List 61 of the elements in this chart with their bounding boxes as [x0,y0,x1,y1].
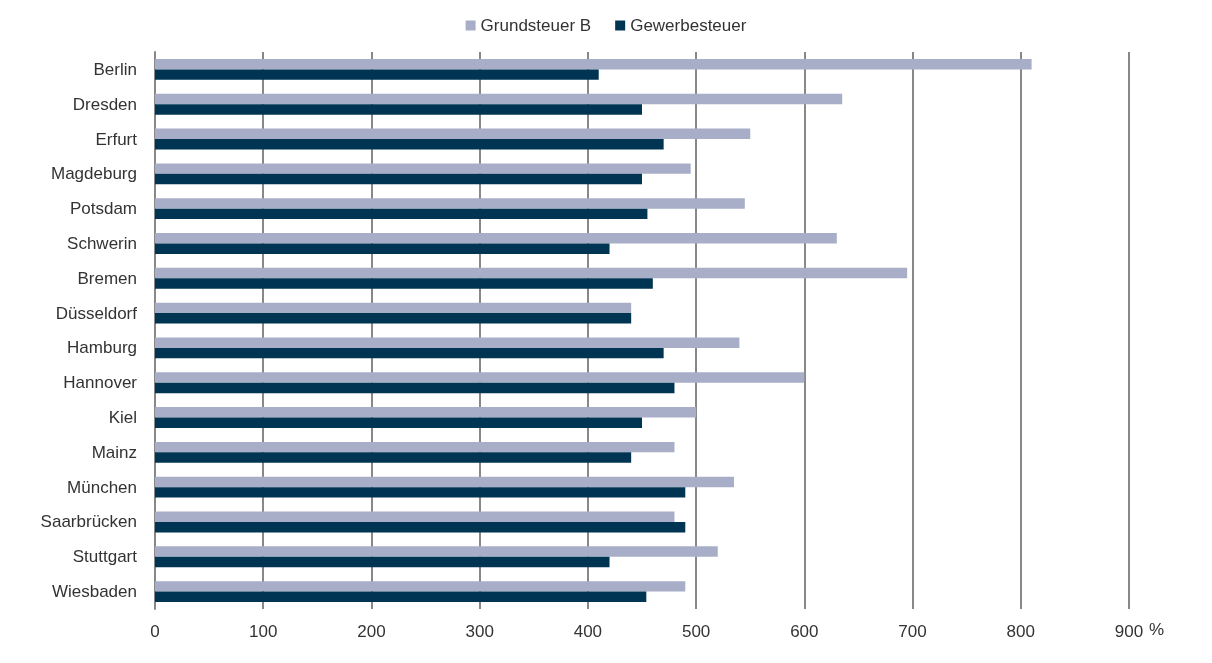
bar [155,591,647,603]
x-tick-label: 900 [1114,622,1144,641]
x-tick-label: 600 [790,622,819,641]
bar [155,208,648,220]
y-tick-label: Hamburg [67,338,137,358]
bar [155,313,632,324]
bar [155,243,610,254]
legend-label: Grundsteuer B [480,16,592,35]
x-axis-title: % [1149,620,1165,639]
y-tick-label: Potsdam [69,199,137,219]
bar [155,372,805,383]
bar [155,104,642,115]
bar [155,267,908,279]
y-tick-label: München [67,477,137,497]
bar [155,521,686,533]
y-tick-label: Magdeburg [50,164,137,184]
bar [155,198,745,209]
y-tick-label: Erfurt [95,129,138,149]
bar [155,476,734,488]
bar [155,302,632,314]
bar [155,511,675,522]
bar [155,417,642,428]
bar [155,93,843,105]
x-tick-label: 700 [898,622,927,641]
y-tick-label: Wiesbaden [51,582,137,602]
y-tick-label: Hannover [63,373,138,393]
bar [155,128,751,140]
bar [155,407,697,418]
x-tick-label: 500 [681,622,711,641]
y-tick-label: Saarbrücken [40,512,137,532]
y-tick-label: Kiel [108,408,137,428]
bar [155,487,686,498]
bar [155,233,837,244]
y-tick-label: Bremen [77,268,137,288]
x-tick-label: 400 [573,622,603,641]
bar [155,173,642,185]
y-tick-label: Mainz [91,442,137,462]
bar [155,163,691,174]
bar [155,139,664,150]
bar [155,382,675,394]
x-tick-label: 100 [249,622,278,641]
x-tick-label: 300 [465,622,494,641]
y-tick-label: Berlin [93,59,137,79]
x-tick-label: 200 [357,622,386,641]
bar [155,58,1032,70]
bar [155,337,740,348]
legend-label: Gewerbesteuer [630,16,747,35]
bar [155,347,664,359]
y-tick-label: Schwerin [67,233,137,253]
y-tick-label: Stuttgart [72,547,138,567]
bar [155,546,718,557]
bar [155,69,599,80]
bar [155,581,686,592]
y-tick-label: Dresden [72,94,137,114]
bar [155,556,610,568]
bar [155,441,675,453]
x-tick-label: 0 [150,622,160,641]
y-tick-label: Düsseldorf [55,303,138,323]
bar [155,452,632,463]
bar [155,278,653,289]
x-tick-label: 800 [1006,622,1035,641]
